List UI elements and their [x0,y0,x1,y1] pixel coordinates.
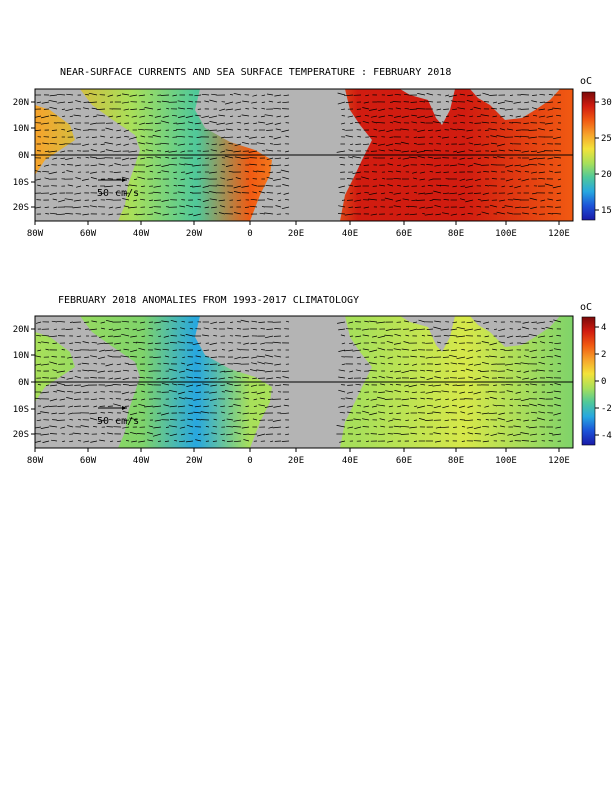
lon-tick-label: 100E [495,456,517,466]
anomaly-scale-label: 50 cm/s [97,416,139,427]
anomaly-title: FEBRUARY 2018 ANOMALIES FROM 1993-2017 C… [58,295,359,306]
lon-tick-label: 20W [186,229,203,239]
lat-tick-label: 10N [13,351,29,361]
lon-tick-label: 40W [133,229,150,239]
colorbar-tick-label: 25 [601,134,612,144]
anomaly-scale-arrow [98,406,127,410]
colorbar-tick-label: 30 [601,98,612,108]
lon-tick-label: 80W [27,229,44,239]
lat-tick-label: 0N [18,151,29,161]
colorbar-tick-label: 20 [601,170,612,180]
sst-title: NEAR-SURFACE CURRENTS AND SEA SURFACE TE… [60,67,451,78]
sst-current-vectors [35,92,562,217]
lon-tick-label: 80W [27,456,44,466]
lon-tick-label: 60W [80,229,97,239]
lon-tick-label: 100E [495,229,517,239]
anomaly-axes: 80W 60W 40W 20W 0 20E 40E 60E 80E 100E 120E 20N 10N 0… [13,325,570,466]
lat-tick-label: 20S [13,430,29,440]
lon-tick-label: 0 [247,229,252,239]
lon-tick-label: 40E [342,456,358,466]
anomaly-colorbar: oC 4 2 0 -2 -4 [580,302,612,446]
colorbar-tick-label: -4 [601,431,612,441]
sst-scale-label: 50 cm/s [97,188,139,199]
colorbar-tick-label: -2 [601,404,612,414]
lon-tick-label: 120E [548,456,570,466]
lon-tick-label: 20W [186,456,203,466]
lon-tick-label: 0 [247,456,252,466]
lon-tick-label: 80E [448,229,464,239]
sst-axes: 80W 60W 40W 20W 0 20E 40E 60E 80E 100E 120E 20N 10N 0… [13,98,570,239]
lat-tick-label: 10S [13,405,29,415]
lat-tick-label: 20N [13,98,29,108]
anomaly-current-vectors [35,319,562,443]
lat-tick-label: 10S [13,178,29,188]
lon-tick-label: 60W [80,456,97,466]
lat-tick-label: 10N [13,124,29,134]
lon-tick-label: 80E [448,456,464,466]
lon-tick-label: 60E [396,229,412,239]
lon-tick-label: 20E [288,456,304,466]
sst-scale-arrow [98,178,127,182]
anomaly-colorbar-unit: oC [580,302,592,313]
lat-tick-label: 20N [13,325,29,335]
sst-panel: NEAR-SURFACE CURRENTS AND SEA SURFACE TE… [13,67,612,239]
colorbar-tick-label: 15 [601,206,612,216]
lon-tick-label: 20E [288,229,304,239]
colorbar-tick-label: 2 [601,350,606,360]
lat-tick-label: 20S [13,203,29,213]
sst-colorbar-unit: oC [580,76,592,87]
lon-tick-label: 40W [133,456,150,466]
lon-tick-label: 60E [396,456,412,466]
sst-colorbar: oC 30 25 20 15 [580,76,612,221]
lon-tick-label: 40E [342,229,358,239]
colorbar-tick-label: 4 [601,323,606,333]
anomaly-panel: FEBRUARY 2018 ANOMALIES FROM 1993-2017 C… [13,295,612,466]
lon-tick-label: 120E [548,229,570,239]
lat-tick-label: 0N [18,378,29,388]
colorbar-tick-label: 0 [601,377,606,387]
